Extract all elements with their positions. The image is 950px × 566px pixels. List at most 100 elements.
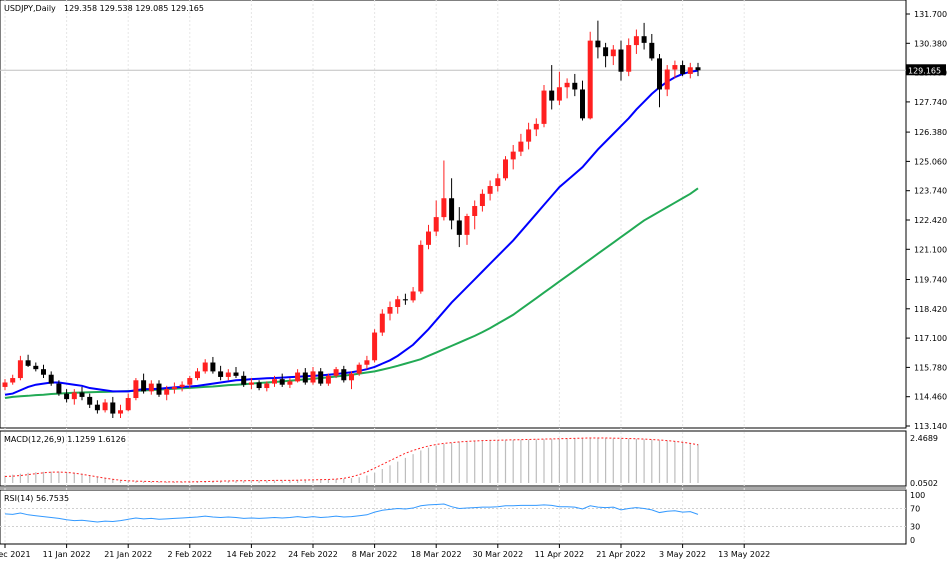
- candle: [2, 379, 8, 391]
- candle-body: [556, 87, 562, 101]
- candle-body: [441, 198, 447, 218]
- ohlc-readout: 129.358 129.538 129.085 129.165: [64, 4, 204, 13]
- candle-body: [518, 141, 524, 152]
- candle-body: [41, 369, 46, 375]
- candle: [680, 60, 686, 77]
- candle-body: [125, 398, 131, 411]
- price-tick-label: 127.740: [914, 98, 947, 107]
- candle: [295, 369, 301, 383]
- candle-body: [687, 67, 693, 74]
- candle: [79, 386, 85, 401]
- candle: [341, 365, 347, 383]
- current-price-tag: 129.165: [906, 64, 946, 76]
- candle: [664, 65, 670, 97]
- candle: [402, 293, 408, 305]
- candle-body: [310, 371, 316, 383]
- candle: [449, 178, 455, 230]
- price-tick-label: 115.780: [914, 363, 947, 372]
- candle: [587, 31, 593, 120]
- x-tick-label: 18 Mar 2022: [411, 550, 462, 559]
- candle: [610, 45, 616, 66]
- candle-body: [318, 371, 324, 384]
- candle-body: [487, 186, 493, 194]
- candle-body: [587, 40, 593, 119]
- candle-body: [287, 381, 293, 385]
- candle: [71, 389, 77, 405]
- candle-body: [641, 36, 647, 43]
- candle: [418, 240, 424, 294]
- candle: [102, 399, 108, 413]
- candle: [279, 373, 285, 387]
- candle-body: [456, 220, 462, 235]
- candle: [533, 118, 539, 137]
- candle-body: [325, 375, 331, 384]
- candle: [433, 200, 439, 236]
- candle-body: [218, 371, 224, 377]
- candles: [2, 20, 701, 419]
- candle-body: [279, 379, 285, 385]
- candle: [541, 85, 547, 128]
- candle: [210, 356, 216, 374]
- candle-body: [17, 360, 23, 379]
- candle-body: [595, 40, 601, 48]
- candle-body: [179, 384, 185, 387]
- x-tick-label: 11 Apr 2022: [535, 550, 584, 559]
- candle: [195, 368, 200, 381]
- candle: [156, 380, 162, 397]
- candle: [349, 371, 354, 390]
- candle: [318, 368, 324, 386]
- candle-body: [233, 372, 239, 376]
- candle: [164, 385, 170, 401]
- price-tick-label: 121.100: [914, 245, 947, 254]
- candle-body: [141, 380, 147, 392]
- candle: [441, 160, 447, 221]
- candle-body: [387, 307, 393, 314]
- candle: [110, 396, 116, 419]
- candle-body: [372, 332, 378, 361]
- candle: [426, 224, 431, 250]
- candle: [202, 359, 208, 374]
- candle: [233, 366, 239, 379]
- x-tick-label: 2 Feb 2022: [167, 550, 212, 559]
- candle: [33, 362, 39, 372]
- price-tick-label: 117.100: [914, 334, 947, 343]
- candle: [179, 381, 185, 392]
- candle: [372, 329, 378, 363]
- rsi-tick-label: 100: [910, 491, 925, 500]
- candle: [333, 366, 339, 379]
- candle-body: [164, 389, 170, 395]
- candle: [495, 173, 501, 192]
- candle-body: [449, 198, 455, 221]
- price-tick-label: 130.380: [914, 39, 947, 48]
- rsi-indicator: 100 70 30 0: [0, 491, 925, 545]
- panel-splitter[interactable]: [0, 487, 906, 490]
- candle-body: [510, 151, 516, 160]
- candle: [94, 400, 100, 414]
- candle-body: [148, 383, 154, 392]
- candle-body: [48, 374, 54, 384]
- candle: [17, 355, 23, 381]
- candle: [256, 380, 262, 391]
- candle: [472, 200, 478, 230]
- macd-tick-label: 0.0502: [910, 479, 938, 488]
- candle: [487, 180, 493, 201]
- candle: [379, 309, 385, 336]
- candle-body: [272, 379, 277, 384]
- candle-body: [79, 392, 85, 397]
- candle-body: [56, 383, 62, 394]
- macd-signal-line: [4, 437, 699, 483]
- candle: [310, 366, 316, 385]
- candle-body: [210, 362, 216, 372]
- rsi-panel-frame: [0, 489, 907, 545]
- candle-body: [426, 231, 431, 245]
- candle-body: [472, 206, 478, 217]
- price-tick-label: 123.740: [914, 187, 947, 196]
- candle: [510, 144, 516, 170]
- candle-body: [649, 42, 655, 59]
- candle-body: [356, 364, 362, 374]
- rsi-line: [4, 503, 699, 523]
- candle-body: [603, 47, 609, 57]
- candle-body: [94, 404, 100, 411]
